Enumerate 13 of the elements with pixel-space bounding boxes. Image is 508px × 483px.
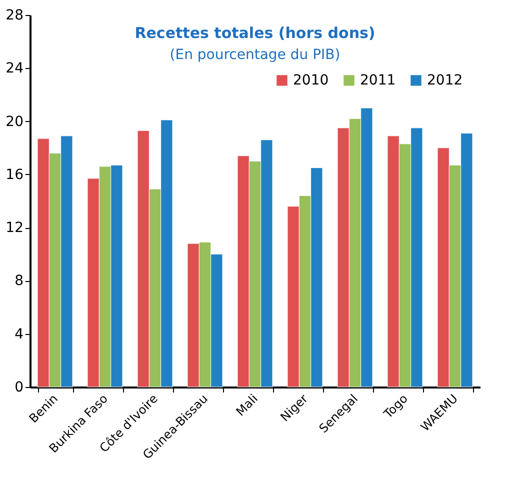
text: Recettes totales (hors dons) [134, 24, 376, 42]
y-tick-label: 24 [6, 60, 24, 77]
legend-label: 2011 [360, 72, 396, 88]
y-tick-label: 12 [6, 220, 24, 236]
legend-label: 2010 [293, 72, 329, 88]
y-tick-label: 16 [6, 166, 24, 183]
y-tick-label: 4 [14, 326, 24, 342]
y-tick-label: 28 [6, 8, 24, 24]
text: (En pourcentage du PIB) [170, 47, 340, 63]
y-tick-label: 0 [14, 380, 24, 396]
y-tick-label: 8 [14, 273, 24, 290]
y-tick-label: 20 [6, 114, 24, 130]
legend-label: 2012 [427, 72, 463, 88]
